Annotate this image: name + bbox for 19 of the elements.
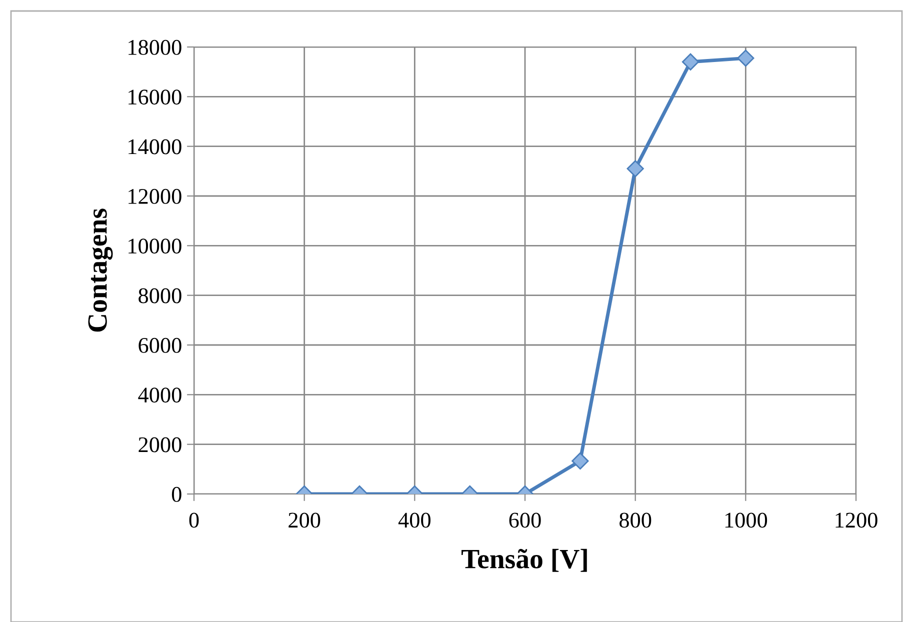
y-tick-label: 6000: [138, 338, 182, 353]
y-tick-label: 0: [172, 486, 182, 502]
x-tick-label: 1200: [836, 512, 878, 528]
y-tick-label: 14000: [128, 139, 182, 154]
y-tick-label: 12000: [128, 188, 182, 204]
y-tick-label: 16000: [128, 90, 182, 105]
x-tick-label: 1000: [725, 512, 768, 528]
y-tick-label: 2000: [138, 437, 182, 452]
x-tick-label: 400: [398, 512, 430, 528]
x-tick-label: 0: [189, 512, 199, 528]
y-tick-label: 8000: [138, 288, 182, 304]
x-tick-label: 600: [509, 512, 541, 528]
y-tick-label: 4000: [138, 388, 182, 403]
x-tick-label: 200: [288, 512, 320, 528]
y-tick-label: 18000: [128, 40, 182, 55]
y-tick-label: 10000: [128, 238, 182, 254]
x-axis-title: Tensão [V]: [462, 548, 587, 572]
x-tick-label: 800: [620, 512, 652, 528]
y-axis-title: Contagens: [88, 208, 113, 332]
